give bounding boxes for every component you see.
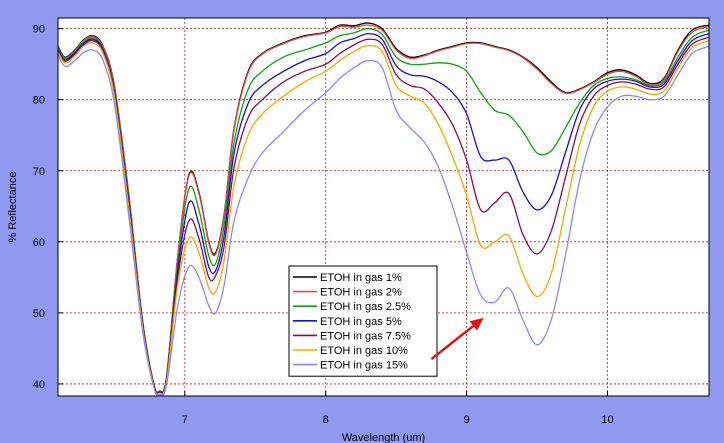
- x-tick-label: 8: [323, 414, 329, 426]
- y-tick-label: 90: [33, 24, 45, 36]
- axis-ticks: 7 8 9 10 40 50 60 70 80 90: [33, 24, 614, 426]
- legend-label: ETOH in gas 2%: [320, 287, 402, 299]
- x-tick-label: 9: [464, 414, 470, 426]
- y-tick-label: 50: [33, 308, 45, 320]
- y-axis-title: % Reflectance: [7, 172, 19, 243]
- plot-frame: [57, 17, 710, 397]
- series-line: [57, 45, 710, 397]
- annotation-arrow: [430, 317, 484, 360]
- legend-label: ETOH in gas 1%: [320, 272, 402, 284]
- legend: ETOH in gas 1% ETOH in gas 2% ETOH in gas …: [288, 265, 438, 377]
- series-lines: [57, 22, 710, 397]
- legend-label: ETOH in gas 5%: [320, 316, 402, 328]
- y-tick-label: 70: [33, 166, 45, 178]
- x-tick-label: 10: [601, 414, 613, 426]
- x-axis-title: Wavelength (um): [342, 432, 425, 443]
- y-tick-label: 60: [33, 237, 45, 249]
- y-tick-label: 80: [33, 95, 45, 107]
- legend-label: ETOH in gas 7.5%: [320, 330, 411, 342]
- x-tick-label: 7: [182, 414, 188, 426]
- y-tick-label: 40: [33, 379, 45, 391]
- arrow-head: [469, 317, 484, 331]
- legend-label: ETOH in gas 2.5%: [320, 301, 411, 313]
- arrow-shaft: [430, 324, 475, 360]
- legend-label: ETOH in gas 15%: [320, 360, 408, 372]
- legend-label: ETOH in gas 10%: [320, 345, 408, 357]
